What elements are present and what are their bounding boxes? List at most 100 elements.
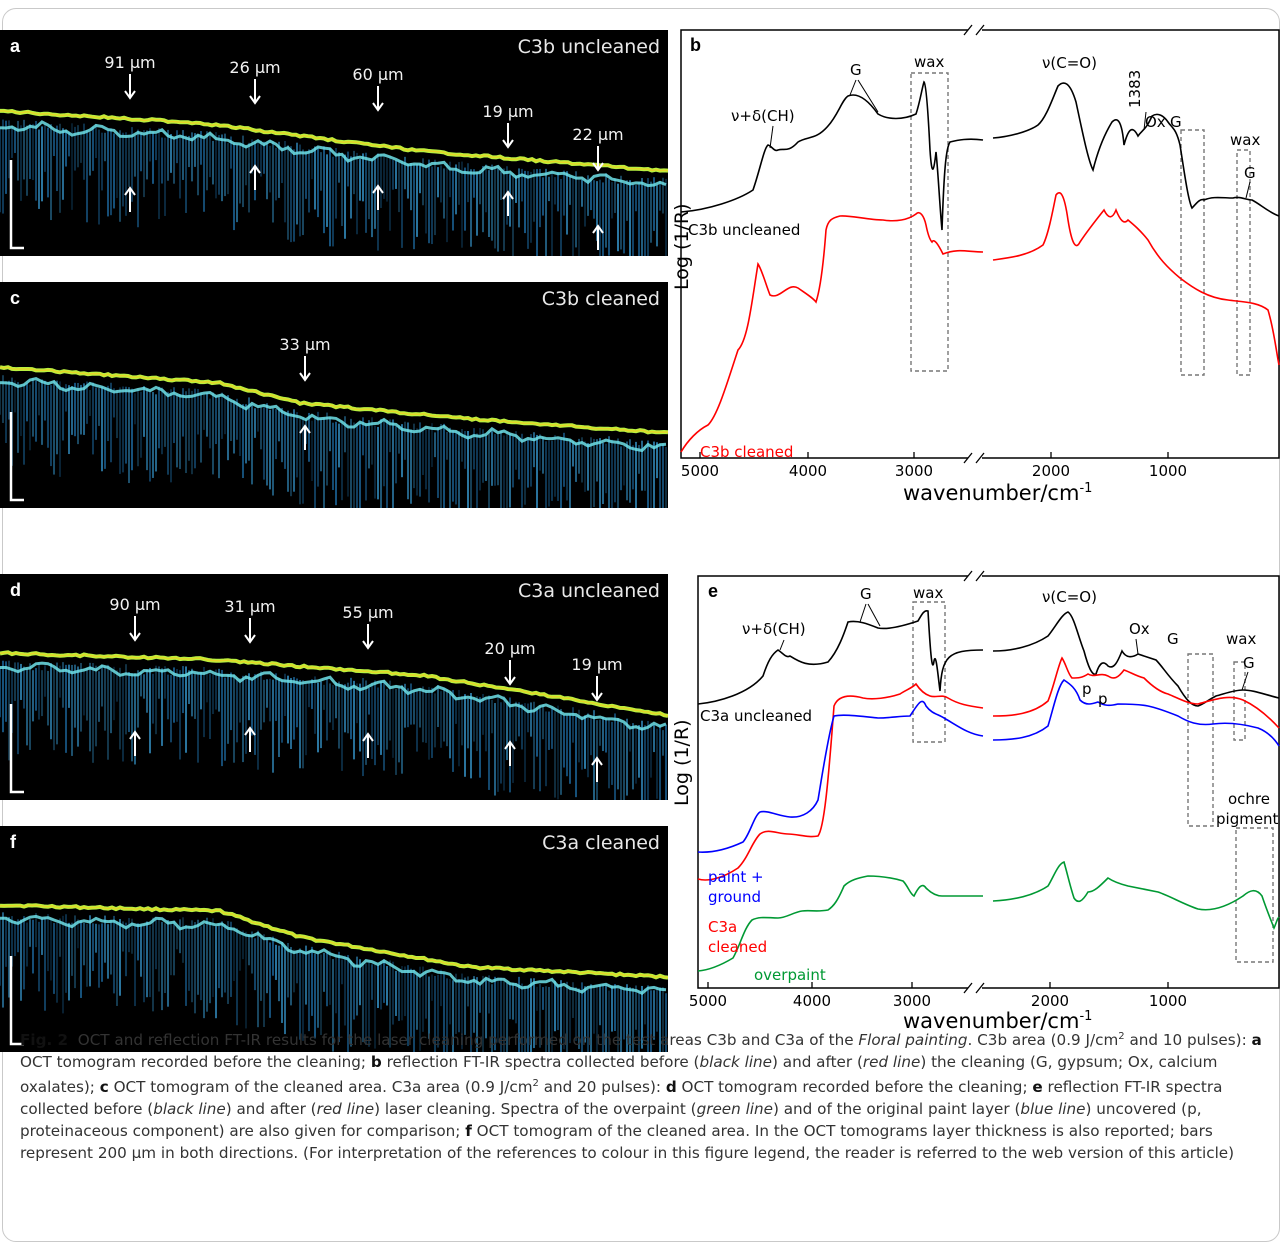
gypsum-region xyxy=(1187,653,1214,827)
oct-panel-c: 33 µm c C3b cleaned xyxy=(0,282,668,508)
thickness-arrow-up xyxy=(591,756,603,782)
thickness-label: 19 µm xyxy=(571,655,622,674)
thickness-label: 90 µm xyxy=(109,595,160,614)
thickness-arrow-up xyxy=(592,224,604,250)
x-axis-label: wavenumber/cm-1 xyxy=(903,481,1092,505)
oct-layer xyxy=(0,377,667,453)
oct-surface-highlight xyxy=(0,110,668,172)
ftir-spectra-e: 5000 4000 3000 2000 1000 wavenumber/cm-1… xyxy=(671,570,1280,1033)
annotation-g: G xyxy=(850,61,862,79)
caption-text: black line xyxy=(153,1100,226,1119)
panel-title-f: C3a cleaned xyxy=(542,832,660,854)
caption-text: ) the cleaning (G, gypsum; Ox, calcium o… xyxy=(20,1053,1218,1097)
axis-break-mark xyxy=(963,24,973,36)
annotation-pigment: pigment xyxy=(1216,810,1279,828)
oct-panel-d: 90 µm 31 µm 55 µm 20 µm 19 µm d C3a uncleane… xyxy=(0,574,668,800)
oct-surface-highlight xyxy=(0,366,668,434)
annotation-g: G xyxy=(1243,654,1255,672)
scale-bar xyxy=(9,412,24,502)
caption-text: OCT tomogram recorded before the cleanin… xyxy=(676,1078,1033,1097)
thickness-label: 22 µm xyxy=(572,125,623,144)
thickness-arrow-down xyxy=(592,146,604,172)
panel-title-d: C3a uncleaned xyxy=(518,580,660,602)
thickness-arrow-up xyxy=(129,730,141,756)
annotation-wax: wax xyxy=(1230,131,1260,149)
thickness-arrow-down xyxy=(299,356,311,382)
thickness-arrow-up xyxy=(502,190,514,216)
caption-text: ) and of the original paint layer ( xyxy=(773,1100,1021,1119)
annotation-g: G xyxy=(1167,630,1179,648)
thickness-arrow-up xyxy=(372,184,384,210)
axis-break-mark xyxy=(975,24,985,36)
caption-text: ) and after ( xyxy=(225,1100,317,1119)
x-tick-label: 4000 xyxy=(789,462,827,480)
panel-title-c: C3b cleaned xyxy=(541,288,660,310)
y-axis-label: Log (1/R) xyxy=(671,204,693,291)
thickness-arrow-down xyxy=(124,74,136,100)
annotation-1383: 1383 xyxy=(1126,70,1144,108)
thickness-arrow-down xyxy=(129,616,141,642)
annotation-p: p xyxy=(1098,690,1108,708)
annotation-vco: ν(C=O) xyxy=(1042,54,1097,72)
thickness-label: 26 µm xyxy=(229,58,280,77)
x-tick-label: 2000 xyxy=(1031,992,1069,1010)
caption-sup: 2 xyxy=(532,1078,539,1090)
oct-surface-highlight xyxy=(0,904,668,979)
oct-tomogram-a: 91 µm 26 µm 60 µm 19 µm 22 µm xyxy=(0,53,668,256)
annotation-ox: Ox xyxy=(1145,113,1166,131)
panel-letter-b: b xyxy=(690,35,701,55)
thickness-label: 91 µm xyxy=(104,53,155,72)
spectrum-c3b-uncleaned xyxy=(680,80,984,231)
thickness-arrow-up xyxy=(244,726,256,752)
oct-surface xyxy=(0,365,668,435)
plot-frame xyxy=(680,29,1280,459)
x-tick-label: 3000 xyxy=(895,462,933,480)
axis-break-gap-top xyxy=(968,572,982,580)
annotation-vco: ν(C=O) xyxy=(1042,588,1097,606)
thickness-arrow-down xyxy=(372,86,384,112)
wax-region xyxy=(910,72,949,372)
thickness-label: 33 µm xyxy=(279,335,330,354)
oct-tomogram-c: 33 µm xyxy=(0,335,668,508)
annotation-leader xyxy=(867,603,881,627)
oct-layer xyxy=(0,120,667,188)
caption-text: Floral painting xyxy=(858,1031,968,1050)
panel-letter-f: f xyxy=(10,832,16,852)
annotation-g: G xyxy=(860,585,872,603)
axis-break-gap-top xyxy=(968,26,982,34)
caption-text: reflection FT-IR spectra collected befor… xyxy=(20,1078,1223,1119)
annotation-ox: Ox xyxy=(1129,620,1150,638)
caption-text: . C3b area (0.9 J/cm xyxy=(967,1031,1119,1050)
plot-frame xyxy=(697,575,1280,989)
caption-text: ) uncovered (p, proteinaceous component)… xyxy=(20,1100,1202,1141)
caption-text: blue line xyxy=(1020,1100,1086,1119)
caption-text: reflection FT-IR spectra collected befor… xyxy=(381,1053,700,1072)
scale-bar xyxy=(9,956,24,1046)
oct-panel-a: 91 µm 26 µm 60 µm 19 µm 22 µm a C3b uncleane… xyxy=(0,30,668,256)
ftir-panel-b: 5000 4000 3000 2000 1000 wavenumber/cm-1… xyxy=(668,20,1284,520)
ftir-panel-e: 5000 4000 3000 2000 1000 wavenumber/cm-1… xyxy=(668,566,1284,1036)
oct-layer xyxy=(0,661,667,731)
spectrum-c3b-cleaned xyxy=(992,192,1280,366)
thickness-arrow-down xyxy=(502,123,514,149)
x-tick-label: 4000 xyxy=(793,992,831,1010)
wax-region xyxy=(912,601,946,743)
oct-tomogram-d: 90 µm 31 µm 55 µm 20 µm 19 µm xyxy=(0,595,668,800)
thickness-arrow-up xyxy=(362,732,374,758)
thickness-arrow-up xyxy=(124,186,136,212)
scale-bar xyxy=(9,704,24,794)
caption-text: green line xyxy=(696,1100,773,1119)
x-tick-label: 3000 xyxy=(893,992,931,1010)
caption-text: black line xyxy=(699,1053,773,1072)
ochre-region xyxy=(1235,827,1274,963)
scale-bar xyxy=(9,160,24,250)
thickness-arrow-down xyxy=(504,660,516,686)
annotation-leader xyxy=(1241,671,1249,691)
spectrum-overpaint xyxy=(697,875,983,972)
axis-break-gap-bottom xyxy=(968,984,982,992)
annotation-leader xyxy=(859,603,867,623)
axis-break-mark xyxy=(975,452,985,464)
panel-letter-a: a xyxy=(10,36,21,56)
panel-letter-e: e xyxy=(708,581,718,601)
series-label-red: C3b cleaned xyxy=(700,443,793,461)
